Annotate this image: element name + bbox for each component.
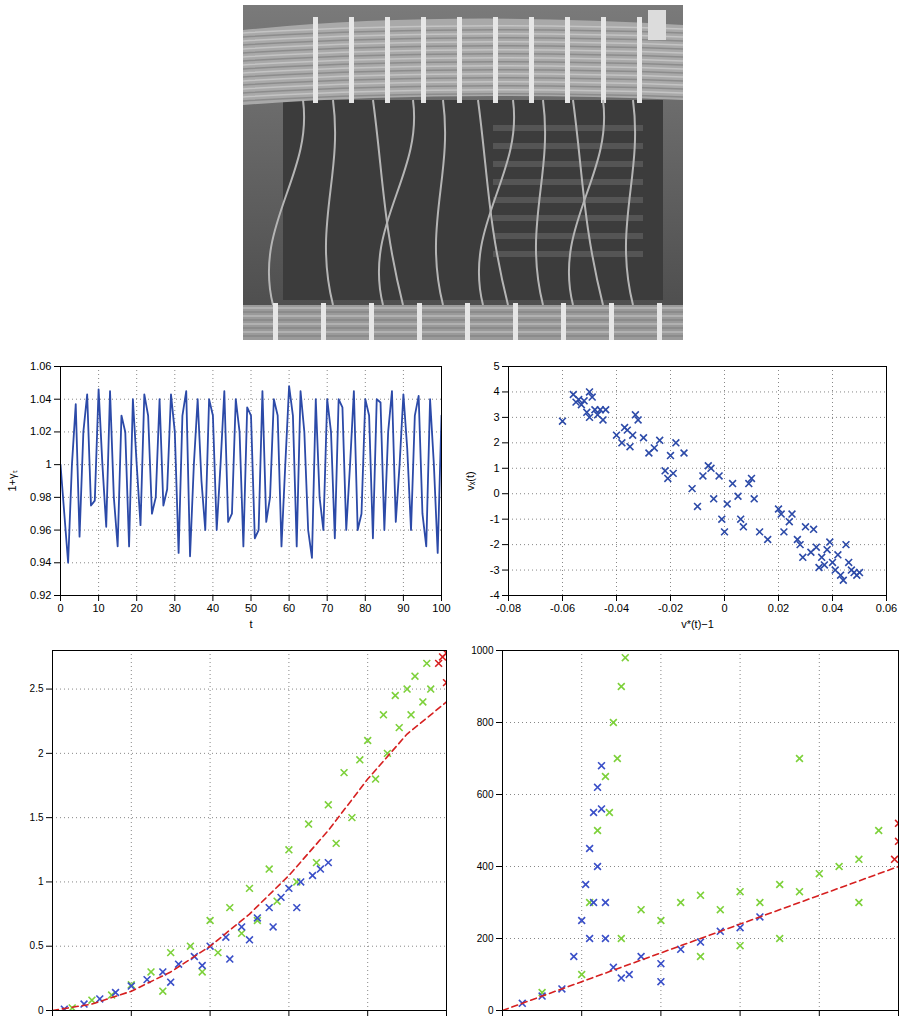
- svg-text:2: 2: [493, 436, 499, 448]
- svg-text:0.98: 0.98: [30, 491, 51, 503]
- svg-text:60: 60: [283, 602, 295, 614]
- svg-text:1.04: 1.04: [30, 393, 51, 405]
- svg-text:0: 0: [721, 602, 727, 614]
- svg-text:800: 800: [477, 717, 494, 728]
- svg-text:vₓ(t): vₓ(t): [464, 471, 476, 491]
- svg-text:0.04: 0.04: [822, 602, 843, 614]
- svg-text:0.94: 0.94: [30, 556, 51, 568]
- svg-text:0.02: 0.02: [768, 602, 789, 614]
- svg-text:-4: -4: [490, 589, 500, 601]
- svg-text:0: 0: [488, 1005, 494, 1016]
- svg-text:0.92: 0.92: [30, 589, 51, 601]
- svg-text:1: 1: [45, 458, 51, 470]
- svg-text:3: 3: [493, 411, 499, 423]
- svg-text:600: 600: [477, 789, 494, 800]
- svg-text:-0.06: -0.06: [550, 602, 575, 614]
- svg-text:0: 0: [493, 487, 499, 499]
- svg-text:40: 40: [207, 602, 219, 614]
- svg-text:-0.08: -0.08: [496, 602, 521, 614]
- svg-text:-0.04: -0.04: [604, 602, 629, 614]
- svg-text:90: 90: [397, 602, 409, 614]
- svg-text:1+γₜ: 1+γₜ: [6, 470, 18, 491]
- svg-text:50: 50: [245, 602, 257, 614]
- svg-text:70: 70: [321, 602, 333, 614]
- svg-text:1.06: 1.06: [30, 360, 51, 372]
- svg-text:400: 400: [477, 861, 494, 872]
- svg-text:100: 100: [432, 602, 450, 614]
- svg-text:v*(t)−1: v*(t)−1: [681, 618, 714, 630]
- svg-text:10: 10: [92, 602, 104, 614]
- svg-text:5: 5: [493, 360, 499, 372]
- svg-text:0: 0: [57, 602, 63, 614]
- svg-text:1.5: 1.5: [30, 812, 44, 823]
- svg-text:0.96: 0.96: [30, 524, 51, 536]
- svg-text:1: 1: [493, 462, 499, 474]
- svg-text:1: 1: [38, 876, 44, 887]
- svg-text:-3: -3: [490, 564, 500, 576]
- svg-text:1.02: 1.02: [30, 425, 51, 437]
- svg-text:2.5: 2.5: [30, 683, 44, 694]
- svg-text:0.5: 0.5: [30, 940, 44, 951]
- svg-text:0.06: 0.06: [876, 602, 897, 614]
- svg-text:20: 20: [131, 602, 143, 614]
- svg-text:4: 4: [493, 385, 499, 397]
- svg-text:1000: 1000: [471, 645, 494, 656]
- svg-text:30: 30: [169, 602, 181, 614]
- svg-text:200: 200: [477, 933, 494, 944]
- svg-text:-0.02: -0.02: [658, 602, 683, 614]
- svg-text:0: 0: [38, 1005, 44, 1016]
- svg-text:t: t: [249, 618, 252, 630]
- svg-text:2: 2: [38, 748, 44, 759]
- svg-text:80: 80: [359, 602, 371, 614]
- svg-text:-1: -1: [490, 513, 500, 525]
- svg-text:-2: -2: [490, 538, 500, 550]
